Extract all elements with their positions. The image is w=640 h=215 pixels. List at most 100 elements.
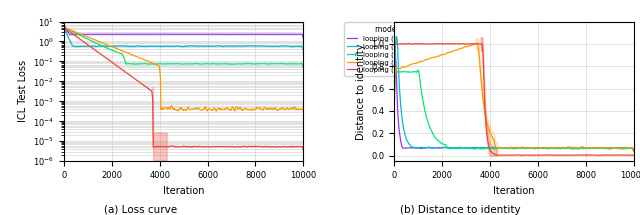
looping (loop=5, n=6): [257, 45, 264, 47]
looping (loop=5, n=6): [203, 45, 211, 47]
looping (loop=5, n=3): [392, 49, 399, 51]
looping (loop=5, n=20): [504, 146, 512, 149]
X-axis label: Iteration: Iteration: [163, 186, 204, 195]
looping (loop=5, n=3): [203, 33, 211, 35]
looping (loop=5, n=3): [390, 87, 398, 90]
looping (loop=5, n=10): [176, 63, 184, 65]
Line: looping (loop=5, n=20): looping (loop=5, n=20): [394, 43, 634, 151]
looping (loop=5, n=10): [190, 63, 198, 65]
Line: looping (loop=5, n=10): looping (loop=5, n=10): [394, 70, 634, 151]
looping (loop=5, n=6): [393, 35, 401, 38]
looping (loop=5, n=3): [300, 37, 307, 40]
Line: looping (loop=5, n=50): looping (loop=5, n=50): [394, 43, 634, 155]
looping (loop=5, n=20): [300, 110, 307, 113]
looping (loop=5, n=10): [174, 63, 182, 65]
Line: looping (loop=5, n=50): looping (loop=5, n=50): [64, 28, 303, 150]
looping (loop=5, n=50): [473, 42, 481, 45]
looping (loop=5, n=3): [60, 29, 68, 31]
Legend: looping (loop=5, n=3), looping (loop=5, n=6), looping (loop=5, n=10), looping (l: looping (loop=5, n=3), looping (loop=5, …: [344, 22, 448, 76]
Y-axis label: Distance to identity: Distance to identity: [356, 43, 365, 140]
looping (loop=5, n=50): [521, 154, 529, 157]
looping (loop=5, n=20): [474, 42, 481, 45]
looping (loop=5, n=3): [587, 146, 595, 149]
looping (loop=5, n=6): [630, 150, 637, 152]
looping (loop=5, n=50): [174, 145, 182, 148]
looping (loop=5, n=20): [176, 108, 184, 110]
looping (loop=5, n=20): [294, 108, 302, 110]
looping (loop=5, n=3): [630, 150, 637, 152]
looping (loop=5, n=50): [506, 154, 514, 156]
looping (loop=5, n=10): [294, 63, 302, 65]
looping (loop=5, n=50): [518, 154, 525, 157]
Line: looping (loop=5, n=10): looping (loop=5, n=10): [64, 28, 303, 68]
looping (loop=5, n=50): [625, 154, 633, 157]
looping (loop=5, n=3): [257, 33, 264, 35]
looping (loop=5, n=20): [520, 146, 528, 149]
looping (loop=5, n=20): [533, 146, 541, 149]
looping (loop=5, n=50): [630, 154, 637, 157]
looping (loop=5, n=3): [176, 33, 184, 35]
looping (loop=5, n=6): [520, 146, 528, 149]
Line: looping (loop=5, n=6): looping (loop=5, n=6): [394, 36, 634, 151]
looping (loop=5, n=50): [60, 30, 68, 32]
looping (loop=5, n=6): [60, 33, 68, 36]
Y-axis label: ICL Test Loss: ICL Test Loss: [18, 60, 28, 122]
looping (loop=5, n=10): [506, 147, 514, 150]
looping (loop=5, n=20): [587, 146, 595, 149]
looping (loop=5, n=20): [60, 32, 68, 35]
looping (loop=5, n=20): [630, 150, 637, 152]
looping (loop=5, n=50): [534, 154, 541, 156]
looping (loop=5, n=6): [587, 146, 595, 149]
looping (loop=5, n=10): [533, 147, 541, 150]
looping (loop=5, n=10): [414, 69, 422, 71]
looping (loop=5, n=20): [625, 147, 632, 149]
looping (loop=5, n=10): [625, 147, 632, 150]
Line: looping (loop=5, n=3): looping (loop=5, n=3): [394, 50, 634, 151]
looping (loop=5, n=10): [203, 63, 211, 65]
looping (loop=5, n=6): [300, 49, 307, 51]
looping (loop=5, n=3): [174, 33, 182, 35]
looping (loop=5, n=3): [506, 146, 514, 149]
looping (loop=5, n=20): [390, 102, 398, 104]
looping (loop=5, n=20): [190, 108, 198, 111]
looping (loop=5, n=20): [257, 108, 264, 111]
looping (loop=5, n=3): [190, 33, 198, 35]
looping (loop=5, n=3): [61, 25, 68, 28]
looping (loop=5, n=10): [520, 147, 528, 150]
Line: looping (loop=5, n=3): looping (loop=5, n=3): [64, 27, 303, 39]
looping (loop=5, n=6): [390, 96, 398, 99]
looping (loop=5, n=3): [533, 147, 541, 149]
looping (loop=5, n=50): [294, 145, 302, 147]
looping (loop=5, n=50): [257, 145, 264, 148]
looping (loop=5, n=50): [203, 146, 211, 148]
looping (loop=5, n=20): [174, 110, 182, 112]
looping (loop=5, n=10): [587, 147, 595, 150]
looping (loop=5, n=10): [62, 27, 70, 29]
looping (loop=5, n=50): [588, 154, 595, 156]
looping (loop=5, n=6): [506, 146, 514, 149]
looping (loop=5, n=3): [504, 147, 512, 149]
looping (loop=5, n=10): [60, 32, 68, 35]
looping (loop=5, n=3): [625, 146, 632, 149]
looping (loop=5, n=3): [294, 33, 302, 35]
looping (loop=5, n=3): [520, 146, 528, 149]
looping (loop=5, n=20): [61, 26, 68, 29]
looping (loop=5, n=50): [504, 154, 512, 157]
looping (loop=5, n=10): [257, 63, 264, 65]
looping (loop=5, n=6): [62, 30, 70, 32]
looping (loop=5, n=6): [625, 147, 632, 150]
looping (loop=5, n=50): [190, 145, 198, 148]
Text: (b) Distance to identity: (b) Distance to identity: [401, 205, 521, 215]
looping (loop=5, n=6): [174, 45, 182, 47]
looping (loop=5, n=20): [203, 109, 211, 112]
Line: looping (loop=5, n=6): looping (loop=5, n=6): [64, 31, 303, 50]
looping (loop=5, n=6): [504, 147, 512, 149]
looping (loop=5, n=50): [176, 145, 184, 148]
looping (loop=5, n=50): [390, 80, 398, 82]
looping (loop=5, n=10): [390, 104, 398, 107]
looping (loop=5, n=50): [300, 149, 307, 152]
looping (loop=5, n=20): [506, 146, 514, 149]
looping (loop=5, n=50): [61, 27, 68, 29]
looping (loop=5, n=6): [533, 147, 541, 149]
Line: looping (loop=5, n=20): looping (loop=5, n=20): [64, 28, 303, 112]
